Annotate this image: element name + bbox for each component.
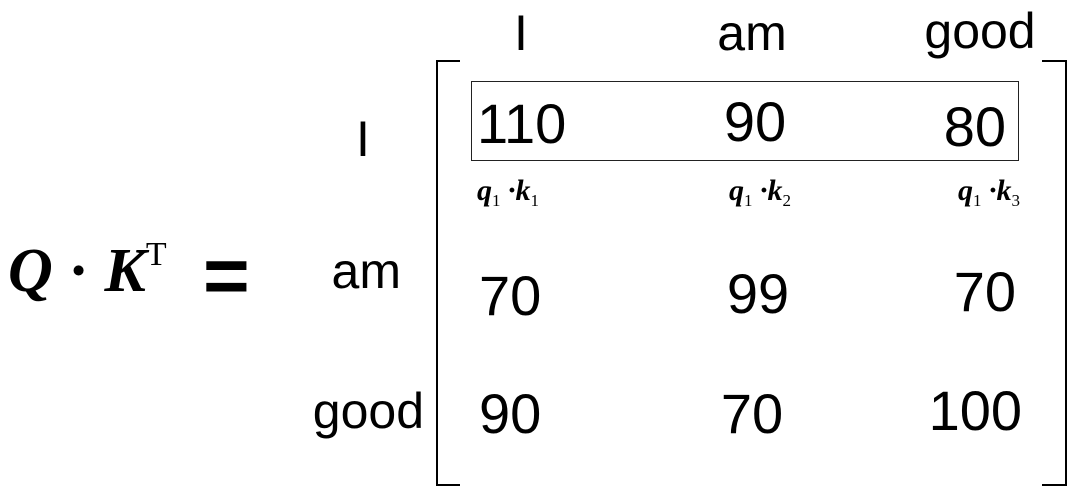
column-header: good xyxy=(924,3,1036,59)
matrix-cell: 110 xyxy=(477,92,567,155)
matrix-cell: 100 xyxy=(928,379,1022,442)
right-bracket xyxy=(1065,60,1067,486)
right-bracket-bottom xyxy=(1042,484,1067,486)
matrix-cell: 70 xyxy=(479,264,542,327)
column-header: I xyxy=(514,5,528,61)
matrix-cell: 70 xyxy=(953,260,1016,323)
matrix-cell: 99 xyxy=(726,262,790,325)
left-bracket-top xyxy=(436,60,460,62)
row-header: I xyxy=(356,111,370,167)
matrix-cell: 90 xyxy=(723,90,787,153)
formula-lhs: Q · KT xyxy=(8,236,167,305)
highlight-row-box xyxy=(471,81,1019,161)
left-bracket-bottom xyxy=(436,484,460,486)
matrix-cell: 90 xyxy=(479,382,542,445)
left-bracket xyxy=(436,60,438,486)
equals-sign: = xyxy=(203,231,250,320)
dot-product-label: q1 ·k1 xyxy=(477,174,539,210)
right-bracket-top xyxy=(1042,60,1067,62)
dot-product-label: q1 ·k2 xyxy=(729,174,791,210)
column-header: am xyxy=(717,5,787,61)
matrix-cell: 80 xyxy=(943,95,1006,158)
dot-product-label: q1 ·k3 xyxy=(958,174,1020,210)
row-header: good xyxy=(312,383,424,439)
row-header: am xyxy=(331,243,401,299)
matrix-cell: 70 xyxy=(720,382,784,445)
